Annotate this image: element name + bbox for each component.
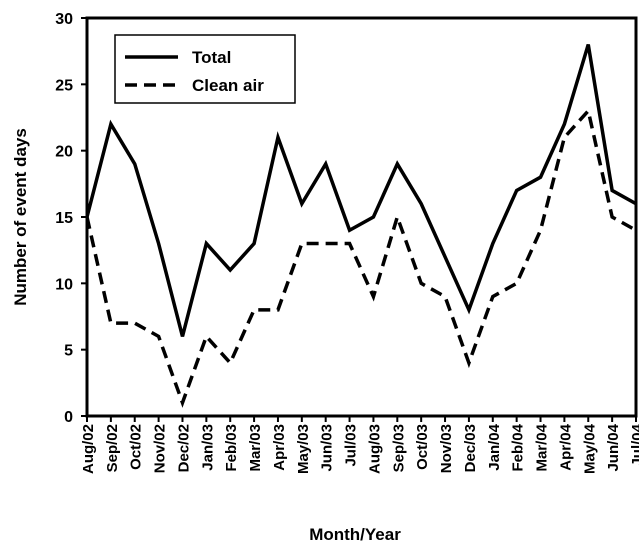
x-tick-label: Oct/03 (414, 424, 431, 470)
x-tick-label: Jun/04 (605, 423, 622, 471)
x-tick-label: May/03 (295, 424, 312, 474)
data-line (85, 44, 637, 337)
x-tick-label: Jul/04 (629, 423, 639, 466)
x-tick-label: Sep/02 (104, 424, 121, 472)
x-tick-label: Dec/03 (462, 424, 479, 472)
y-tick-label: 0 (64, 409, 73, 426)
x-tick-label: Jul/03 (343, 424, 360, 467)
y-tick-label: 25 (55, 77, 73, 94)
y-axis-label: Number of event days (11, 128, 30, 306)
x-tick-label: Apr/04 (557, 423, 574, 470)
x-tick-label: May/04 (581, 423, 598, 474)
x-tick-label: Apr/03 (271, 424, 288, 471)
x-tick-label: Jan/04 (486, 423, 503, 470)
legend-label: Total (192, 48, 231, 67)
y-tick-label: 10 (55, 276, 73, 293)
x-tick-label: Feb/04 (510, 423, 527, 471)
x-tick-label: Mar/03 (247, 424, 264, 472)
data-line (85, 107, 637, 408)
x-tick-label: Dec/02 (175, 424, 192, 472)
x-tick-label: Mar/04 (534, 423, 551, 471)
x-tick-label: Feb/03 (223, 424, 240, 472)
y-tick-label: 5 (64, 343, 73, 360)
y-tick-label: 15 (55, 210, 73, 227)
x-tick-label: Jan/03 (199, 424, 216, 471)
x-tick-label: Oct/02 (128, 424, 145, 470)
x-tick-label: Nov/02 (152, 424, 169, 473)
y-tick-label: 20 (55, 144, 73, 161)
legend-label: Clean air (192, 76, 264, 95)
x-tick-label: Aug/03 (366, 424, 383, 474)
x-tick-label: Sep/03 (390, 424, 407, 472)
x-tick-label: Aug/02 (80, 424, 97, 474)
plot-frame (85, 16, 638, 418)
x-tick-label: Nov/03 (438, 424, 455, 473)
x-tick-label: Jun/03 (319, 424, 336, 472)
legend-box (114, 34, 296, 104)
x-axis-label: Month/Year (309, 525, 401, 544)
y-tick-label: 30 (55, 11, 73, 28)
